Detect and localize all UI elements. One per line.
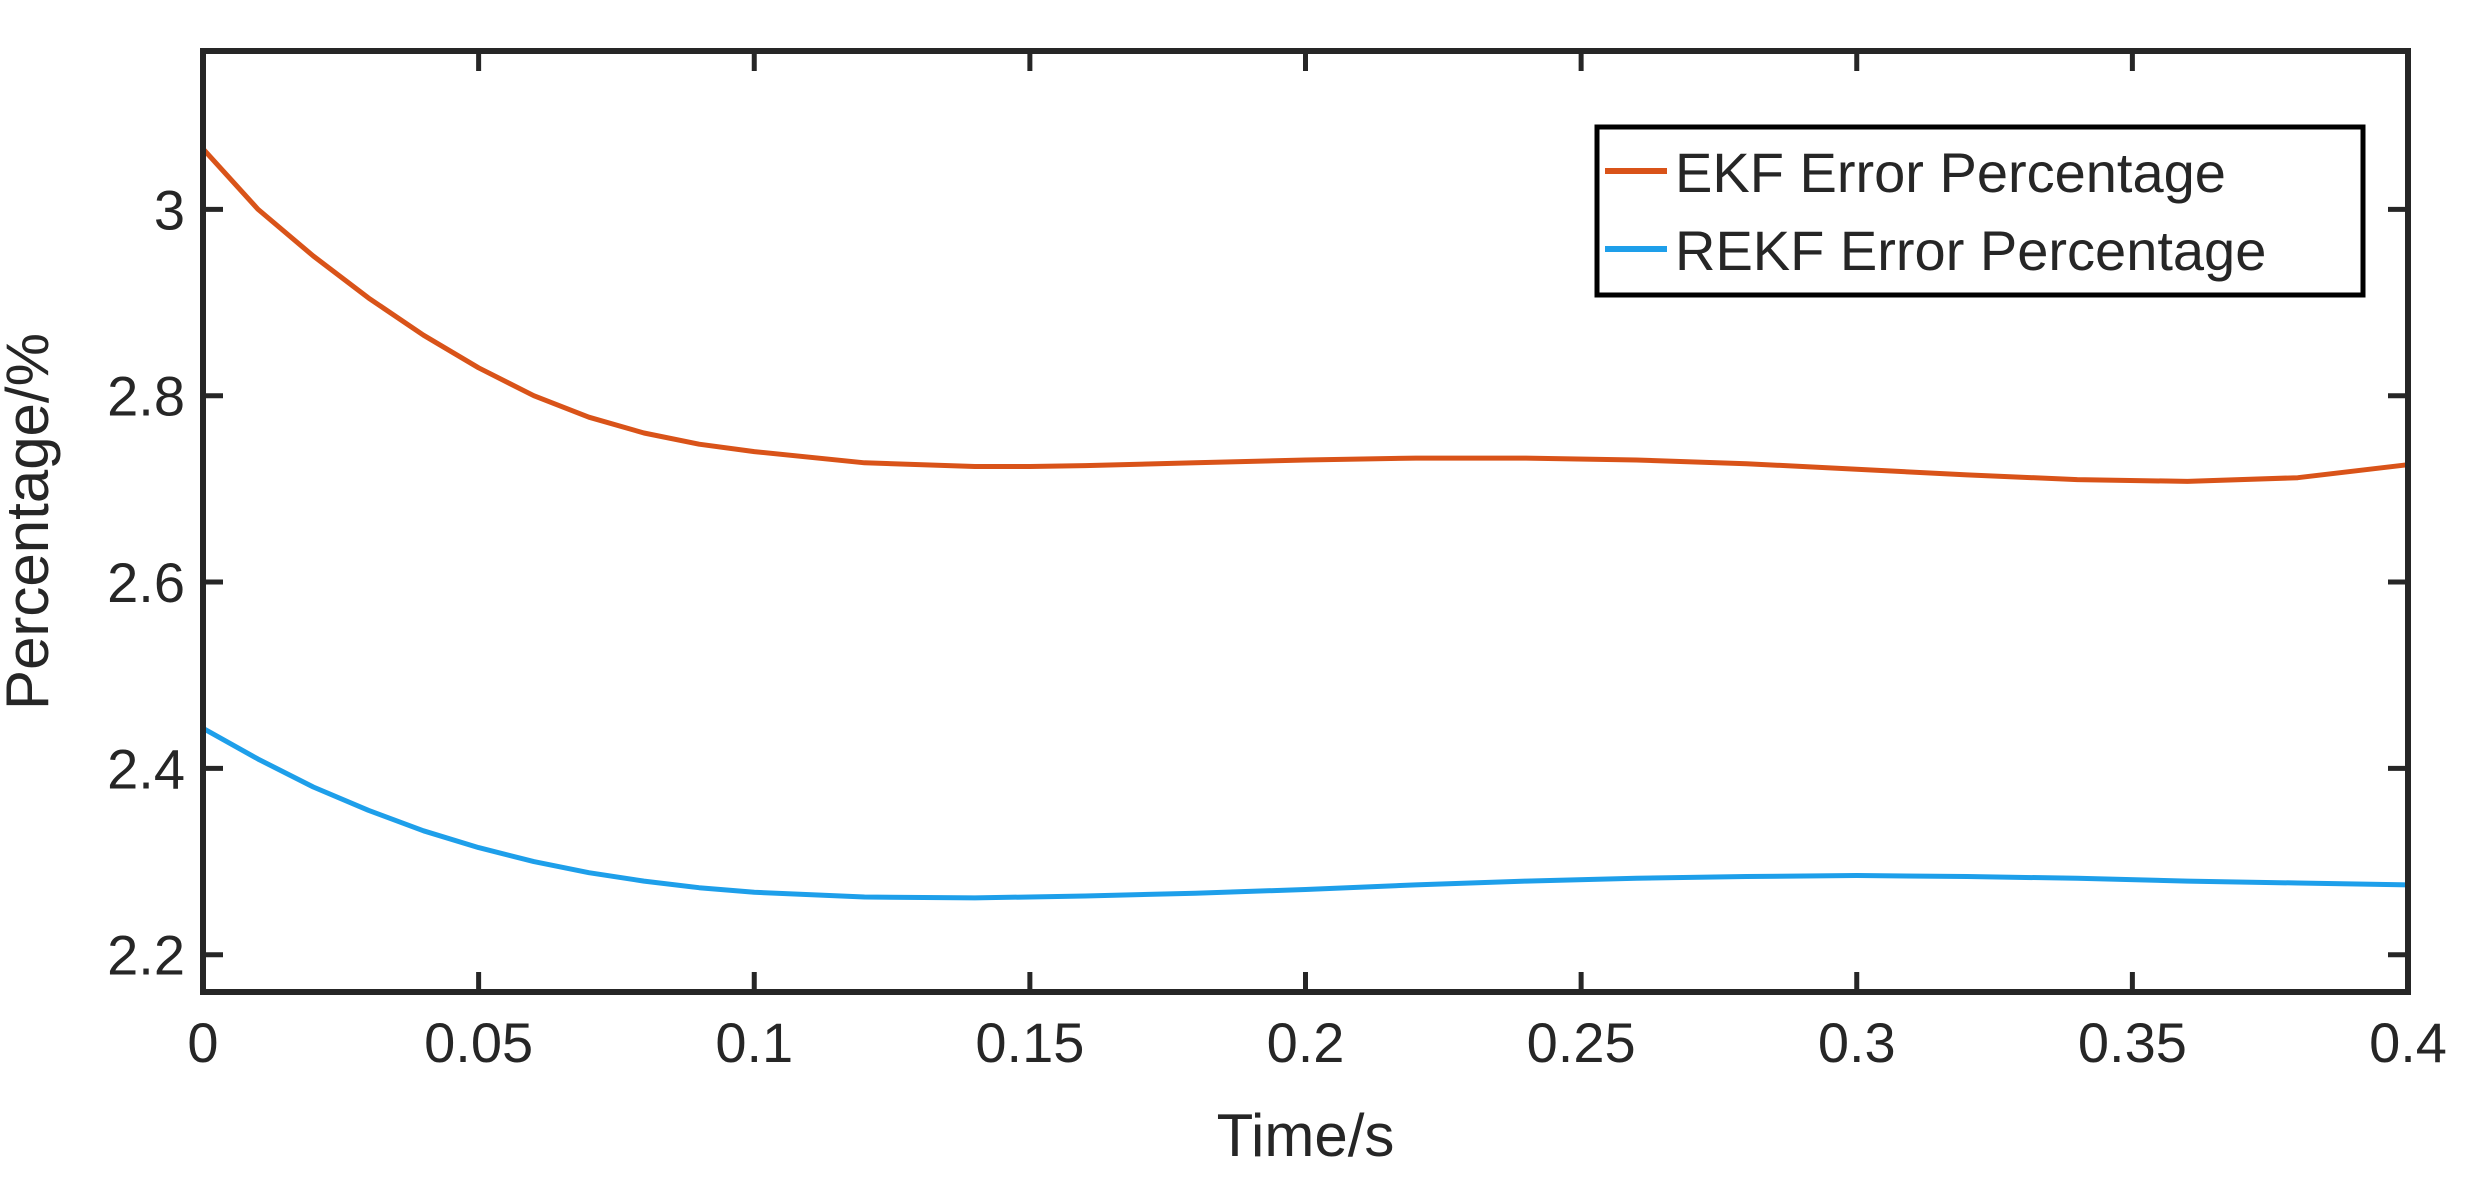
x-tick-label-4: 0.2 bbox=[1267, 1011, 1345, 1074]
axes: 0 0.05 0.1 0.15 0.2 0.25 0.3 0.35 0.4 2.2 2.4 2.6 2.… bbox=[107, 48, 2447, 1074]
y-tick-label-2: 2.6 bbox=[107, 551, 185, 614]
legend: EKF Error Percentage REKF Error Percentag… bbox=[1594, 124, 2366, 298]
y-tick-label-0: 2.2 bbox=[107, 924, 185, 987]
x-tick-label-2: 0.1 bbox=[715, 1011, 793, 1074]
legend-label-0: EKF Error Percentage bbox=[1675, 141, 2226, 204]
y-tick-label-3: 2.8 bbox=[107, 365, 185, 428]
x-tick-label-1: 0.05 bbox=[424, 1011, 533, 1074]
y-tick-label-4: 3 bbox=[154, 178, 185, 241]
series-line-0 bbox=[201, 147, 2409, 484]
x-tick-label-8: 0.4 bbox=[2369, 1011, 2447, 1074]
series-line-1 bbox=[201, 726, 2409, 901]
legend-box bbox=[1594, 124, 2366, 298]
x-axis-title: Time/s bbox=[1217, 1102, 1395, 1169]
legend-label-1: REKF Error Percentage bbox=[1675, 219, 2266, 282]
x-tick-label-0: 0 bbox=[187, 1011, 218, 1074]
x-tick-label-6: 0.3 bbox=[1818, 1011, 1896, 1074]
x-tick-label-7: 0.35 bbox=[2078, 1011, 2187, 1074]
y-tick-label-1: 2.4 bbox=[107, 737, 185, 800]
x-tick-label-5: 0.25 bbox=[1527, 1011, 1636, 1074]
x-tick-label-3: 0.15 bbox=[975, 1011, 1084, 1074]
y-axis-title: Percentage/% bbox=[0, 333, 61, 710]
plot-area bbox=[201, 147, 2409, 901]
